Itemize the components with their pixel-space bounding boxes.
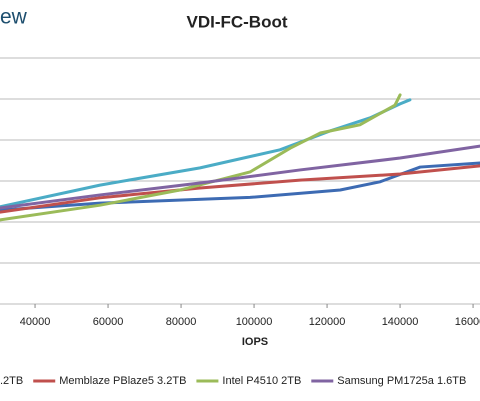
legend-label: .2TB	[0, 375, 23, 387]
x-tick-label: 60000	[93, 316, 124, 328]
watermark: ew	[0, 6, 28, 29]
series-line	[0, 161, 480, 212]
legend-label: Intel P4510 2TB	[222, 375, 301, 387]
x-tick-label: 120000	[309, 316, 346, 328]
x-tick-label: 160000	[455, 316, 480, 328]
series-line	[0, 98, 412, 209]
series-line	[0, 93, 402, 222]
legend-label: Memblaze PBlaze5 3.2TB	[59, 375, 186, 387]
series-line	[0, 164, 480, 214]
chart-title: VDI-FC-Boot	[186, 12, 287, 31]
x-tick-label: 100000	[236, 316, 273, 328]
legend-label: Samsung PM1725a 1.6TB	[337, 375, 466, 387]
series-line	[0, 144, 480, 210]
x-tick-label: 80000	[166, 316, 197, 328]
x-tick-label: 40000	[20, 316, 51, 328]
x-tick-label: 140000	[382, 316, 419, 328]
x-axis-label: IOPS	[242, 336, 268, 348]
